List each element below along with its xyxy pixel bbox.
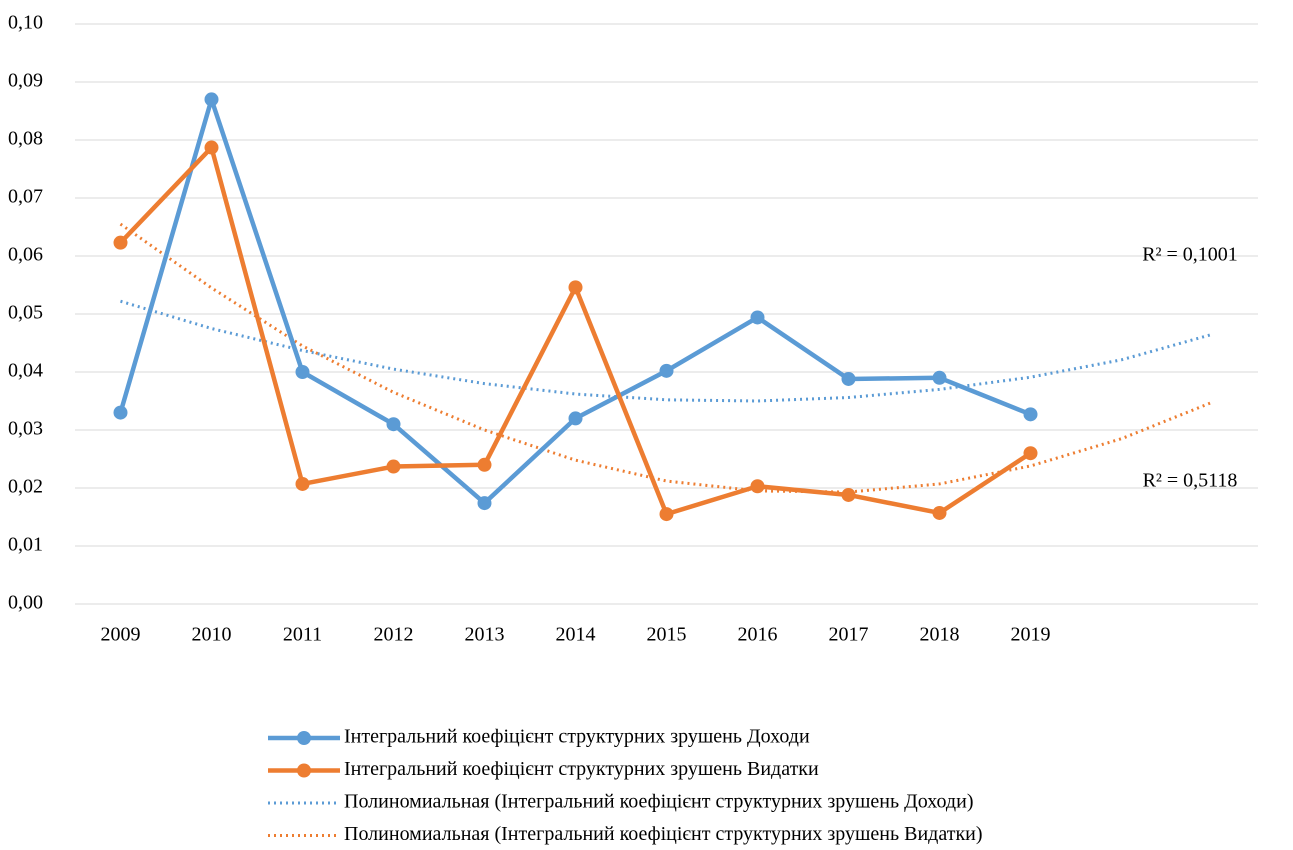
x-tick-label: 2010 bbox=[192, 624, 232, 646]
x-tick-label: 2011 bbox=[283, 624, 322, 646]
y-tick-label: 0,09 bbox=[8, 70, 43, 92]
point bbox=[295, 476, 310, 491]
point bbox=[295, 365, 310, 379]
point bbox=[1023, 446, 1038, 461]
y-tick-label: 0,02 bbox=[8, 476, 43, 498]
y-tick-label: 0,01 bbox=[8, 534, 43, 556]
point bbox=[113, 235, 128, 250]
x-tick-label: 2012 bbox=[374, 624, 414, 646]
y-tick-label: 0,03 bbox=[8, 418, 43, 440]
legend-marker bbox=[297, 731, 311, 745]
trend-line bbox=[119, 222, 1214, 494]
point bbox=[204, 92, 219, 107]
point bbox=[477, 457, 492, 472]
point bbox=[841, 487, 856, 502]
y-tick-label: 0,07 bbox=[8, 186, 43, 208]
x-tick-label: 2014 bbox=[556, 624, 596, 646]
point bbox=[750, 310, 765, 325]
legend-label: Інтегральний коефіцієнт структурних зруш… bbox=[344, 758, 819, 780]
legend-label: Полиномиальная (Інтегральний коефіцієнт … bbox=[344, 823, 983, 845]
point bbox=[386, 417, 401, 432]
x-tick-label: 2015 bbox=[647, 624, 687, 646]
x-tick-label: 2009 bbox=[101, 624, 141, 646]
point bbox=[386, 459, 401, 474]
point bbox=[841, 371, 856, 386]
point bbox=[113, 405, 128, 420]
point bbox=[659, 363, 674, 378]
series-line bbox=[118, 145, 1032, 517]
y-tick-label: 0,10 bbox=[8, 12, 43, 34]
r-squared-label: R² = 0,5118 bbox=[1143, 470, 1238, 492]
r-squared-label: R² = 0,1001 bbox=[1142, 244, 1238, 266]
point bbox=[932, 370, 947, 385]
x-tick-label: 2018 bbox=[920, 624, 960, 646]
point bbox=[204, 140, 219, 155]
point bbox=[568, 411, 583, 426]
y-tick-label: 0,04 bbox=[8, 360, 43, 382]
x-tick-label: 2016 bbox=[738, 624, 778, 646]
point bbox=[477, 496, 492, 511]
legend-label: Інтегральний коефіцієнт структурних зруш… bbox=[344, 726, 810, 748]
legend-marker bbox=[297, 763, 311, 778]
x-tick-label: 2019 bbox=[1011, 624, 1051, 646]
point bbox=[659, 507, 674, 522]
x-tick-label: 2013 bbox=[465, 624, 505, 646]
x-tick-label: 2017 bbox=[829, 624, 869, 646]
point bbox=[568, 280, 583, 295]
point bbox=[1023, 407, 1038, 422]
legend-label: Полиномиальная (Інтегральний коефіцієнт … bbox=[344, 791, 973, 813]
point bbox=[750, 479, 765, 494]
y-tick-label: 0,00 bbox=[8, 592, 43, 614]
point bbox=[932, 505, 947, 520]
y-tick-label: 0,06 bbox=[8, 244, 43, 266]
series-line bbox=[118, 97, 1032, 506]
y-tick-label: 0,08 bbox=[8, 128, 43, 150]
y-tick-label: 0,05 bbox=[8, 302, 43, 324]
